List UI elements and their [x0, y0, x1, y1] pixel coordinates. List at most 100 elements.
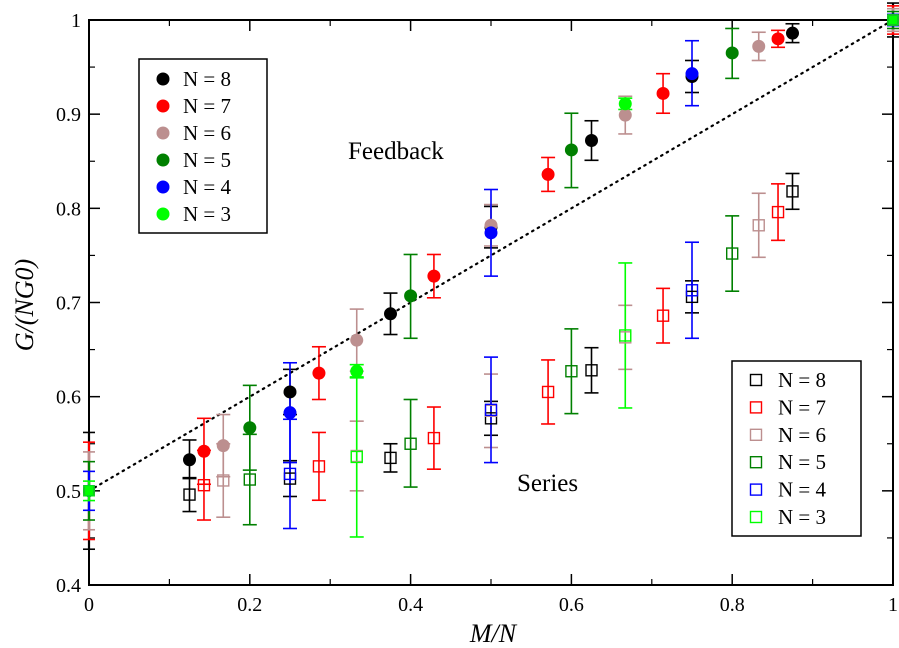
x-tick-label: 0.6 [559, 594, 584, 616]
series-point [197, 478, 211, 492]
feedback-point [350, 333, 364, 347]
feedback-point [312, 366, 326, 380]
reference-line-layer [87, 18, 895, 492]
feedback-point [656, 86, 670, 100]
series-point [484, 412, 498, 425]
series-point [585, 364, 598, 377]
x-tick-label: 0.8 [720, 594, 745, 616]
series-point [384, 451, 397, 465]
y-tick-label: 0.8 [56, 198, 81, 220]
legend-entry: N = 6 [183, 121, 231, 145]
feedback-point [618, 97, 632, 111]
legend-entry: N = 5 [778, 450, 826, 474]
legend-entry: N = 4 [183, 175, 232, 199]
endpoint-square [83, 485, 95, 497]
legend-entry: N = 8 [183, 67, 231, 91]
series-point [771, 205, 785, 219]
feedback-point [725, 46, 739, 60]
feedback-point [585, 134, 598, 148]
legend-marker [156, 99, 170, 113]
legend-marker [156, 126, 170, 140]
y-tick-label: 0.4 [56, 575, 81, 597]
series-point [656, 309, 670, 322]
legend-entry: N = 6 [778, 423, 826, 447]
series-point [752, 219, 765, 232]
series-point [541, 385, 555, 399]
series-point [283, 467, 297, 481]
y-tick-label: 0.7 [56, 293, 81, 315]
feedback-point [243, 421, 257, 435]
reference-line [87, 18, 895, 492]
legend-entry: N = 3 [778, 505, 826, 529]
series-point [217, 474, 230, 487]
series-point [427, 431, 441, 445]
legend-marker [749, 456, 763, 469]
markers [83, 14, 899, 501]
series-point [350, 450, 363, 464]
y-tick-label: 0.5 [56, 481, 81, 503]
feedback-point [216, 439, 230, 453]
feedback-point [404, 289, 418, 303]
series-point [786, 185, 799, 198]
series-label: Series [517, 470, 578, 497]
axes: 0 0.2 0.4 0.6 0.8 1 0.4 0.5 0.6 0.7 0.8 0.9 1 [56, 10, 898, 616]
y-tick-label: 1 [71, 10, 81, 32]
legend-marker [749, 510, 763, 524]
feedback-point [283, 406, 297, 420]
legend-entry: N = 4 [778, 478, 827, 502]
legend-marker [749, 373, 763, 387]
legend-marker [749, 428, 763, 441]
feedback-point [427, 269, 441, 283]
series-point [565, 365, 578, 378]
y-tick-label: 0.6 [56, 387, 81, 409]
feedback-point [685, 67, 699, 81]
legend-entry: N = 5 [183, 148, 231, 172]
legend-series: N = 8 N = 7 N = 6 N = 5 N = 4 N = 3 [731, 360, 862, 537]
feedback-point [350, 364, 364, 378]
legend-entry: N = 8 [778, 368, 826, 392]
series-point [243, 473, 257, 486]
series-point [404, 437, 417, 450]
legend-entry: N = 3 [183, 202, 231, 226]
feedback-point [786, 26, 799, 40]
legend-marker [156, 207, 170, 221]
feedback-point [752, 39, 766, 53]
x-axis-label: M/N [469, 619, 518, 648]
legend-marker [749, 401, 763, 414]
series-point [726, 247, 739, 260]
legend-entry: N = 7 [183, 94, 231, 118]
legend-marker [749, 483, 763, 496]
feedback-point [283, 385, 297, 399]
series-point [685, 284, 699, 297]
y-axis-label: G/(NG0) [10, 259, 39, 351]
x-tick-label: 0.2 [237, 594, 262, 616]
endpoint-marker [83, 484, 95, 497]
legend-marker [156, 153, 170, 167]
legend-box [731, 360, 862, 537]
endpoint-marker [887, 14, 899, 26]
series-point [183, 488, 196, 501]
feedback-point [183, 453, 196, 467]
y-tick-label: 0.9 [56, 104, 81, 126]
series-point [619, 329, 632, 342]
legend-marker [156, 72, 170, 86]
series-point [484, 403, 498, 417]
feedback-point [197, 444, 211, 458]
legend-marker [156, 180, 170, 194]
feedback-point [564, 143, 578, 157]
series-point [312, 460, 326, 473]
series-point [685, 290, 699, 304]
legend-entry: N = 7 [778, 395, 826, 419]
feedback-point [484, 226, 498, 240]
feedback-point [541, 167, 555, 181]
x-tick-label: 0.4 [398, 594, 423, 616]
feedback-point [771, 32, 785, 46]
legend-box [138, 58, 268, 234]
x-tick-label: 1 [888, 594, 898, 616]
x-tick-label: 0 [84, 594, 94, 616]
legend-feedback: N = 8 N = 7 N = 6 N = 5 N = 4 N = 3 [138, 58, 268, 234]
feedback-label: Feedback [348, 138, 444, 165]
feedback-point [618, 108, 632, 122]
endpoint-square [887, 14, 899, 26]
